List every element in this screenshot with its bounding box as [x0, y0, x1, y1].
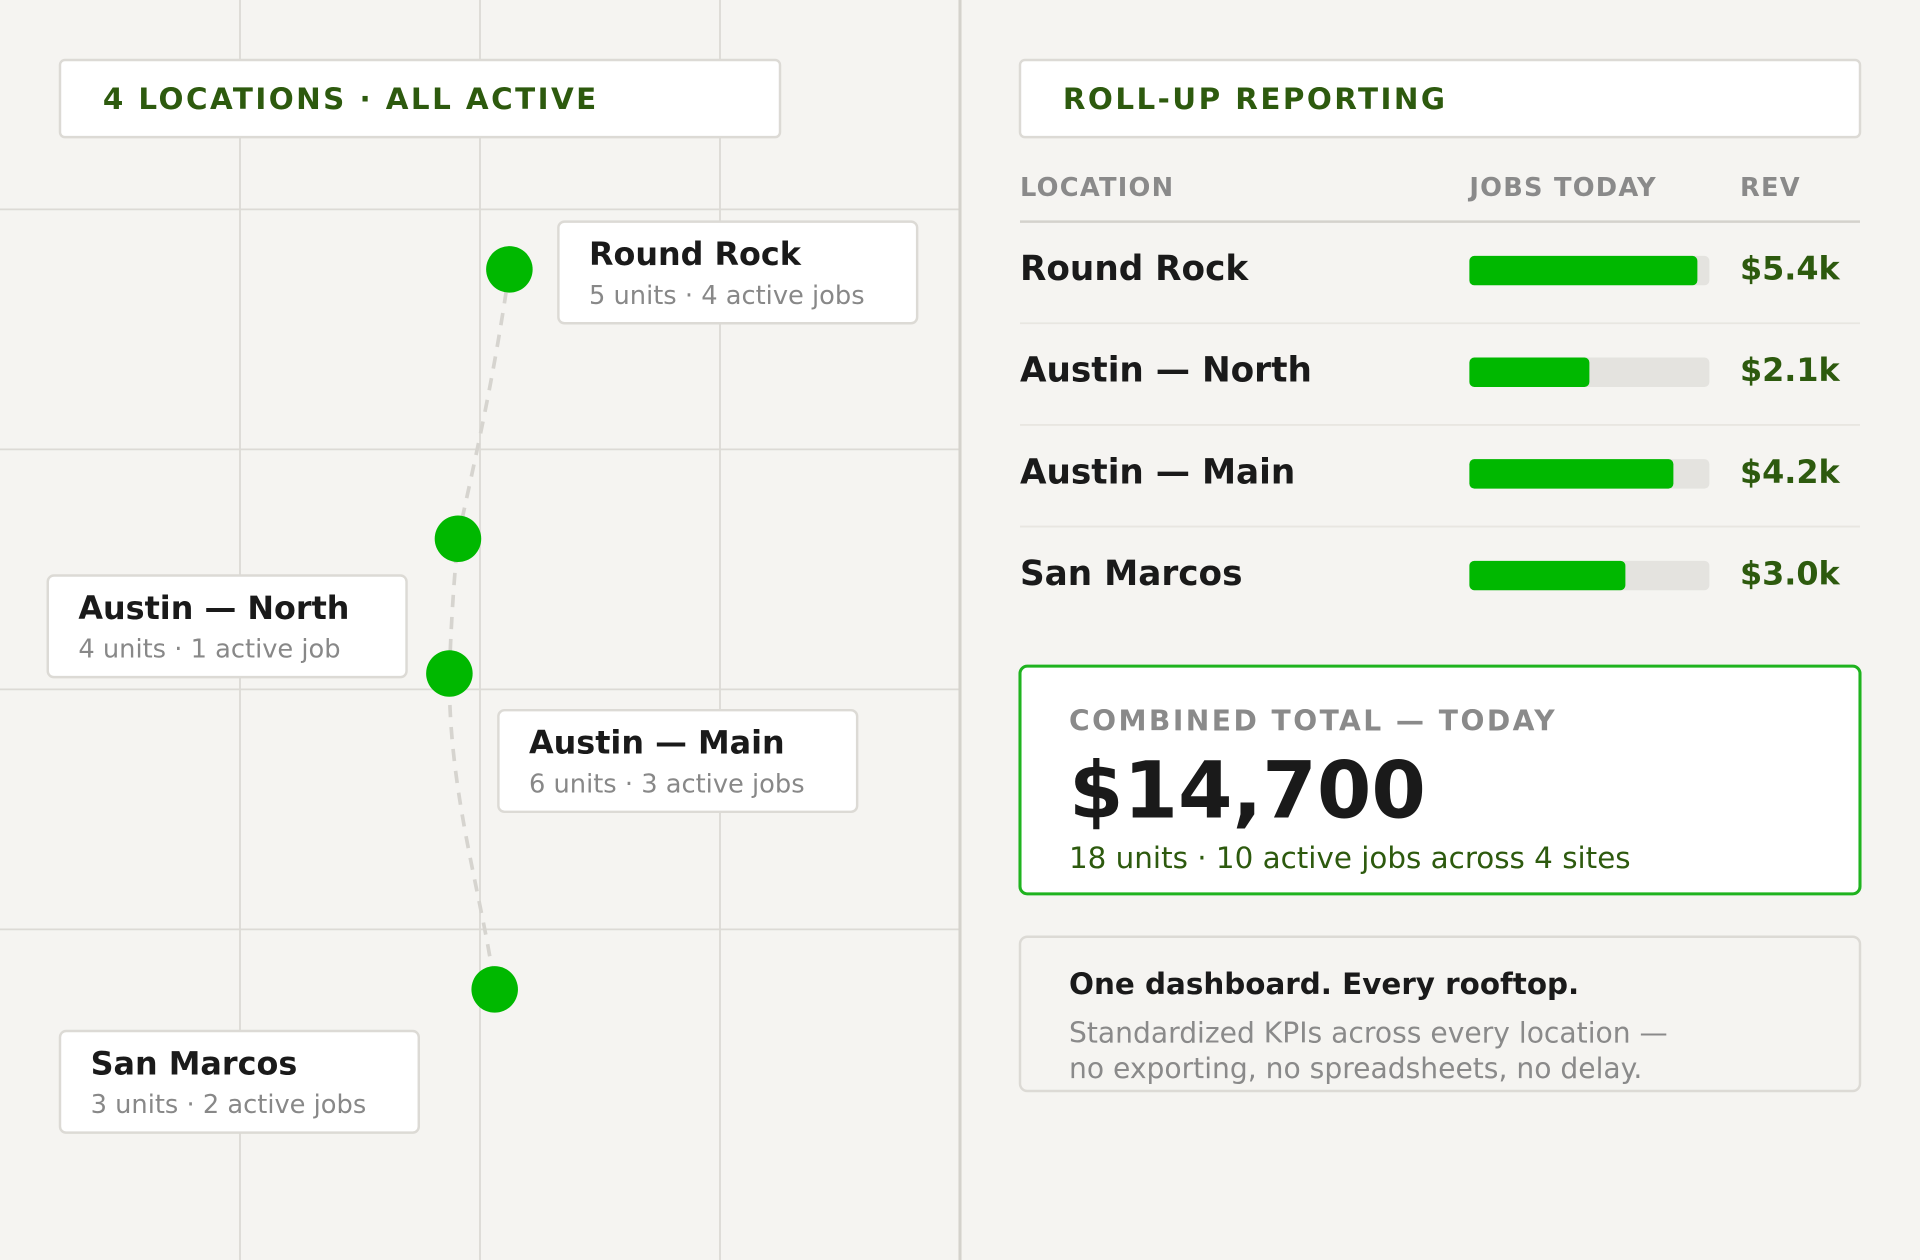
row-name: San Marcos	[1020, 554, 1243, 594]
map-grid	[0, 0, 962, 1260]
location-card	[497, 708, 859, 814]
location-name: Austin — North	[78, 589, 349, 627]
jobs-bar	[1469, 459, 1674, 489]
header-box	[58, 58, 782, 139]
row-rev: $5.4k	[1740, 250, 1841, 288]
row-rev: $3.0k	[1740, 555, 1841, 593]
column-header: REV	[1740, 173, 1801, 203]
location-card	[46, 574, 408, 679]
row-name: Round Rock	[1020, 249, 1249, 289]
note-box	[1018, 935, 1862, 1093]
total-box	[1018, 664, 1862, 896]
location-pin	[486, 246, 533, 293]
row-name: Austin — Main	[1020, 452, 1295, 492]
location-detail: 3 units · 2 active jobs	[91, 1090, 367, 1120]
location-name: Round Rock	[589, 235, 802, 273]
total-label: COMBINED TOTAL — TODAY	[1069, 704, 1557, 737]
route	[447, 269, 512, 990]
location-card	[557, 220, 919, 325]
jobs-bar	[1469, 357, 1590, 387]
jobs-bar	[1469, 255, 1698, 286]
location-name: Austin — Main	[529, 723, 785, 761]
location-name: San Marcos	[91, 1044, 298, 1082]
report-title: ROLL-UP REPORTING	[1063, 82, 1448, 116]
location-pin	[434, 515, 482, 563]
report-box	[1018, 58, 1862, 139]
row-rev: $4.2k	[1740, 453, 1841, 491]
total-value: $14,700	[1069, 745, 1426, 836]
column-header: LOCATION	[1020, 173, 1174, 203]
column-header: JOBS TODAY	[1467, 173, 1656, 203]
jobs-bar	[1469, 560, 1626, 591]
total-detail: 18 units · 10 active jobs across 4 sites	[1069, 841, 1631, 875]
location-detail: 6 units · 3 active jobs	[529, 769, 805, 799]
location-detail: 4 units · 1 active job	[78, 635, 340, 665]
header-title: 4 LOCATIONS · ALL ACTIVE	[103, 82, 599, 116]
location-pin	[426, 650, 473, 697]
location-pin	[471, 966, 518, 1013]
note-title: One dashboard. Every rooftop.	[1069, 967, 1579, 1001]
note-line: Standardized KPIs across every location …	[1069, 1017, 1668, 1050]
row-name: Austin — North	[1020, 351, 1312, 391]
location-detail: 5 units · 4 active jobs	[589, 281, 865, 311]
location-card	[58, 1029, 420, 1134]
note-line: no exporting, no spreadsheets, no delay.	[1069, 1052, 1642, 1085]
row-rev: $2.1k	[1740, 351, 1841, 389]
